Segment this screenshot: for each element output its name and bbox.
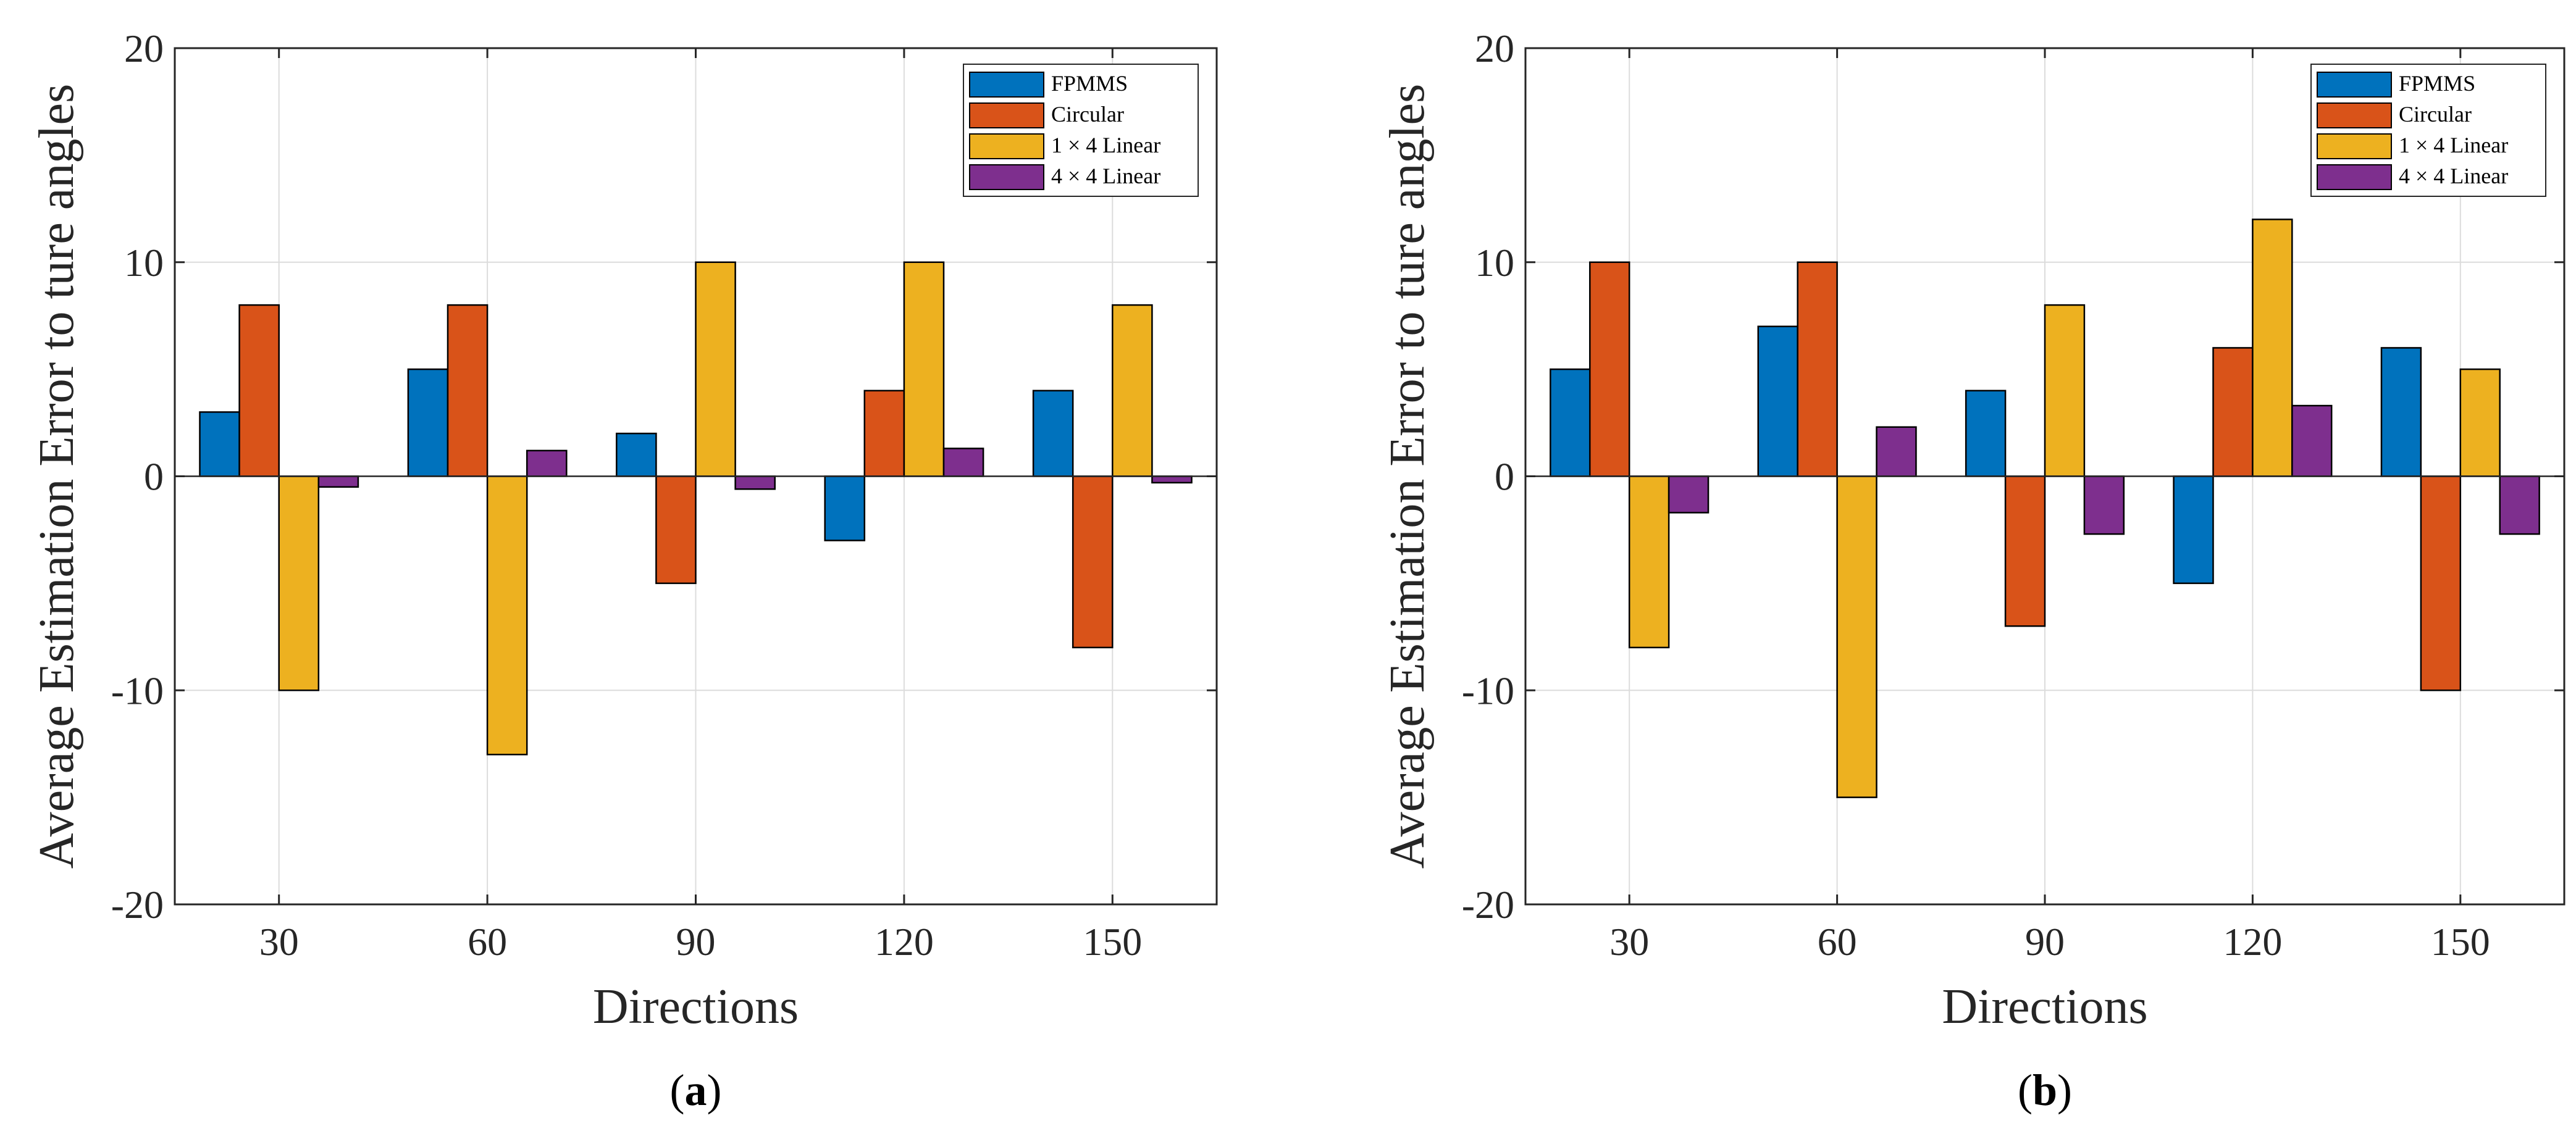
bar-4-150 — [2499, 475, 2540, 535]
x-tick-label: 30 — [259, 920, 299, 964]
x-tick-label: 90 — [676, 920, 716, 964]
y-tick-label: 20 — [1475, 27, 1514, 70]
legend-swatch-1 — [2317, 72, 2392, 98]
bar-2-60 — [1797, 261, 1838, 477]
bar-4-60 — [1876, 426, 1917, 477]
x-tick-label: 120 — [2223, 920, 2282, 964]
legend-swatch-2 — [2317, 102, 2392, 128]
bar-1-150 — [2380, 347, 2422, 477]
bar-4-60 — [526, 449, 568, 477]
bar-2-150 — [1072, 475, 1114, 649]
bar-4-90 — [2083, 475, 2125, 535]
bar-3-90 — [695, 261, 736, 477]
y-tick-label: 0 — [144, 455, 164, 499]
legend-label-2: Circular — [1051, 102, 1124, 127]
bar-3-150 — [1112, 304, 1153, 477]
legend-swatch-3 — [969, 133, 1044, 159]
bar-2-30 — [238, 304, 280, 477]
bar-3-60 — [1836, 475, 1877, 798]
x-tick-label: 120 — [875, 920, 934, 964]
legend-label-1: FPMMS — [2399, 71, 2475, 96]
bar-3-30 — [278, 475, 320, 691]
legend-label-3: 1 × 4 Linear — [2399, 133, 2508, 157]
bar-4-150 — [1151, 475, 1193, 484]
bar-1-30 — [199, 411, 240, 477]
y-axis-label: Average Estimation Error to ture angles — [30, 84, 84, 869]
bar-2-30 — [1589, 261, 1630, 477]
legend-label-2: Circular — [2399, 102, 2472, 127]
legend-swatch-2 — [969, 102, 1044, 128]
bar-2-90 — [655, 475, 697, 585]
legend-swatch-4 — [2317, 164, 2392, 190]
x-axis-label: Directions — [593, 980, 799, 1034]
legend-swatch-3 — [2317, 133, 2392, 159]
bar-1-150 — [1032, 390, 1074, 477]
x-tick-label: 60 — [468, 920, 507, 964]
panel-caption: (b) — [2018, 1066, 2072, 1115]
x-tick-label: 150 — [1083, 920, 1142, 964]
chart-panel-b: -20 -10 0 10 20 30 60 90 120 150 Directions Average… — [1380, 27, 2566, 1115]
bar-2-150 — [2420, 475, 2462, 691]
bar-1-120 — [824, 475, 866, 541]
bar-2-90 — [2004, 475, 2046, 627]
bar-4-30 — [317, 475, 359, 488]
bar-4-120 — [2291, 404, 2333, 477]
bar-3-60 — [486, 475, 528, 756]
y-tick-label: 10 — [1475, 241, 1514, 285]
legend-label-4: 4 × 4 Linear — [1051, 164, 1160, 188]
bar-3-120 — [903, 261, 945, 477]
y-tick-label: -10 — [111, 669, 164, 712]
bar-1-120 — [2173, 475, 2214, 585]
bar-1-30 — [1550, 368, 1591, 477]
y-tick-label: -20 — [111, 883, 164, 927]
bar-3-30 — [1628, 475, 1670, 649]
bar-2-120 — [2212, 347, 2254, 477]
bar-4-30 — [1668, 475, 1710, 514]
x-tick-label: 150 — [2431, 920, 2490, 964]
bar-2-120 — [863, 390, 905, 477]
bar-4-90 — [734, 475, 776, 490]
bar-3-150 — [2459, 368, 2501, 477]
legend-swatch-1 — [969, 72, 1044, 98]
bar-1-90 — [616, 432, 657, 477]
bar-1-60 — [407, 368, 449, 477]
bar-1-60 — [1757, 325, 1798, 477]
x-tick-label: 90 — [2025, 920, 2065, 964]
bar-2-60 — [447, 304, 489, 477]
x-tick-label: 30 — [1609, 920, 1649, 964]
legend: FPMMS Circular 1 × 4 Linear 4 × 4 Linear — [963, 64, 1199, 197]
y-axis-label: Average Estimation Error to ture angles — [1380, 84, 1435, 869]
legend-label-4: 4 × 4 Linear — [2399, 164, 2508, 188]
x-axis-label: Directions — [1942, 980, 2147, 1034]
bar-3-90 — [2044, 304, 2086, 477]
panel-caption: (a) — [670, 1066, 722, 1115]
legend-label-3: 1 × 4 Linear — [1051, 133, 1160, 157]
x-tick-label: 60 — [1818, 920, 1857, 964]
bar-4-120 — [942, 448, 984, 477]
legend: FPMMS Circular 1 × 4 Linear 4 × 4 Linear — [2310, 64, 2546, 197]
y-tick-label: 20 — [124, 27, 164, 70]
bar-3-120 — [2252, 219, 2293, 477]
legend-swatch-4 — [969, 164, 1044, 190]
bar-1-90 — [1965, 390, 2007, 477]
y-tick-label: 0 — [1495, 455, 1514, 499]
y-tick-label: -10 — [1462, 669, 1514, 712]
y-tick-label: -20 — [1462, 883, 1514, 927]
y-tick-label: 10 — [124, 241, 164, 285]
chart-panel-a: -20 -10 0 10 20 30 60 90 120 150 Directions Average… — [30, 27, 1218, 1115]
legend-label-1: FPMMS — [1051, 71, 1128, 96]
